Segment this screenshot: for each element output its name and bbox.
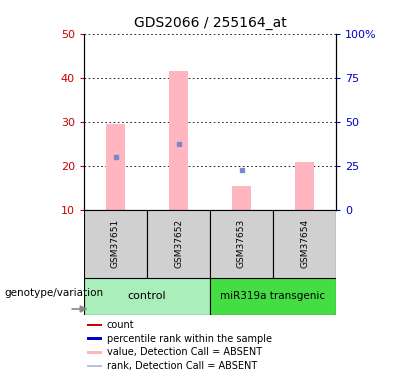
Bar <box>147 210 210 278</box>
Bar <box>273 210 336 278</box>
Bar <box>210 210 273 278</box>
Bar <box>84 210 147 278</box>
Text: percentile rank within the sample: percentile rank within the sample <box>107 334 272 344</box>
Bar <box>87 351 102 354</box>
Text: value, Detection Call = ABSENT: value, Detection Call = ABSENT <box>107 347 262 357</box>
Text: rank, Detection Call = ABSENT: rank, Detection Call = ABSENT <box>107 361 257 371</box>
Text: miR319a transgenic: miR319a transgenic <box>220 291 326 301</box>
Text: GSM37654: GSM37654 <box>300 219 309 268</box>
Bar <box>87 324 102 327</box>
Text: genotype/variation: genotype/variation <box>5 288 104 298</box>
Text: GSM37653: GSM37653 <box>237 219 246 268</box>
Bar <box>210 278 336 315</box>
Text: control: control <box>128 291 166 301</box>
Bar <box>232 186 251 210</box>
Text: count: count <box>107 320 134 330</box>
Title: GDS2066 / 255164_at: GDS2066 / 255164_at <box>134 16 286 30</box>
Text: GSM37651: GSM37651 <box>111 219 120 268</box>
Bar <box>169 71 188 210</box>
Bar <box>87 337 102 340</box>
Text: GSM37652: GSM37652 <box>174 219 183 268</box>
Bar <box>87 364 102 368</box>
Bar <box>295 162 314 210</box>
Bar <box>106 124 125 210</box>
Bar <box>84 278 210 315</box>
